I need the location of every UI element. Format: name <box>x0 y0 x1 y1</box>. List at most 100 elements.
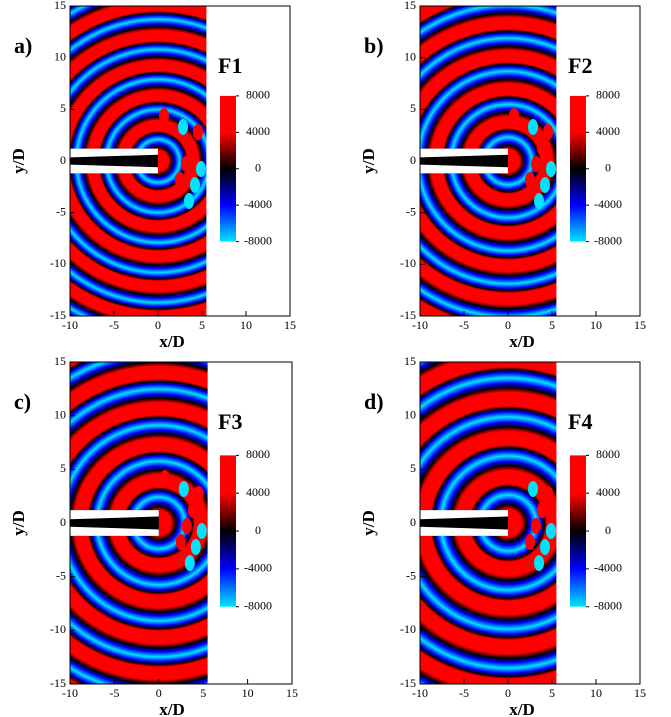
blob <box>159 108 169 124</box>
colorbar-tick-label: -8000 <box>244 598 272 612</box>
blob <box>543 124 553 140</box>
nozzle-lower <box>70 164 158 174</box>
colorbar-tick-label: -4000 <box>244 561 272 575</box>
y-tick-label: -5 <box>56 204 66 218</box>
blob <box>540 539 550 555</box>
panel-label: d) <box>364 389 384 414</box>
x-tick-label: 15 <box>286 686 298 700</box>
blob <box>175 172 185 188</box>
y-tick-label: -10 <box>400 622 416 636</box>
panel-title: F1 <box>218 53 242 78</box>
x-tick-label: 5 <box>199 318 205 332</box>
panel-label: a) <box>14 33 32 58</box>
x-tick-label: -5 <box>459 686 469 700</box>
y-tick-label: 10 <box>54 407 66 421</box>
colorbar <box>220 95 236 242</box>
colorbar <box>570 455 586 607</box>
x-tick-label: 0 <box>505 318 511 332</box>
y-tick-label: 5 <box>60 461 66 475</box>
colorbar-tick-label: -4000 <box>244 197 272 211</box>
x-tick-label: -5 <box>109 686 119 700</box>
blob <box>546 161 556 177</box>
blob <box>193 486 204 502</box>
blob <box>159 470 170 486</box>
nozzle-upper <box>70 148 158 158</box>
y-tick-label: -5 <box>56 568 66 582</box>
colorbar-tick-label: 8000 <box>596 88 620 102</box>
blob <box>531 156 541 172</box>
y-tick-label: -15 <box>400 308 416 322</box>
x-tick-label: -5 <box>459 318 469 332</box>
blob <box>196 161 206 177</box>
blob <box>546 523 556 539</box>
colorbar-tick-label: 4000 <box>246 124 270 138</box>
blob <box>509 470 519 486</box>
blob <box>178 481 189 497</box>
blob <box>528 119 538 135</box>
nozzle-upper <box>70 510 159 520</box>
y-tick-label: 15 <box>54 0 66 12</box>
x-tick-label: 10 <box>242 686 254 700</box>
blob <box>190 177 200 193</box>
y-tick-label: 0 <box>410 153 416 167</box>
y-tick-label: -10 <box>400 256 416 270</box>
y-tick-label: 10 <box>404 49 416 63</box>
y-tick-label: 5 <box>410 461 416 475</box>
y-tick-label: -15 <box>50 308 66 322</box>
panel-title: F2 <box>568 53 592 78</box>
blob <box>528 481 538 497</box>
panel-label: b) <box>364 33 384 58</box>
x-tick-label: -10 <box>62 686 78 700</box>
blob <box>187 502 198 518</box>
x-tick-label: 10 <box>590 318 602 332</box>
y-tick-label: -10 <box>50 622 66 636</box>
y-tick-label: 10 <box>54 49 66 63</box>
colorbar-tick-label: -8000 <box>594 598 622 612</box>
colorbar-tick-label: -4000 <box>594 197 622 211</box>
x-axis-label: x/D <box>509 332 535 351</box>
blob <box>181 518 192 534</box>
colorbar-tick-label: 0 <box>605 523 611 537</box>
colorbar-tick-label: 8000 <box>246 88 270 102</box>
x-tick-label: 5 <box>549 686 555 700</box>
blob <box>509 108 519 124</box>
blob <box>540 177 550 193</box>
x-axis-label: x/D <box>159 332 185 351</box>
blob <box>525 172 535 188</box>
blob <box>525 534 535 550</box>
x-tick-label: 5 <box>200 686 206 700</box>
nozzle-upper <box>420 148 508 158</box>
colorbar-tick-label: 0 <box>255 161 261 175</box>
x-tick-label: -10 <box>412 318 428 332</box>
x-tick-label: -10 <box>412 686 428 700</box>
nozzle-upper <box>420 510 508 520</box>
colorbar-tick-label: -8000 <box>244 233 272 247</box>
y-tick-label: 15 <box>404 0 416 12</box>
colorbar-tick-label: 4000 <box>246 485 270 499</box>
y-axis-label: y/D <box>359 510 378 536</box>
x-tick-label: 0 <box>505 686 511 700</box>
x-tick-label: 15 <box>634 318 646 332</box>
y-tick-label: -5 <box>406 568 416 582</box>
x-tick-label: 10 <box>240 318 252 332</box>
nozzle-lower <box>420 526 508 536</box>
y-tick-label: 0 <box>410 515 416 529</box>
blob <box>181 156 191 172</box>
colorbar-tick-label: 4000 <box>596 124 620 138</box>
y-tick-label: 10 <box>404 407 416 421</box>
y-tick-label: 5 <box>410 101 416 115</box>
blob <box>537 502 547 518</box>
blob <box>190 539 201 555</box>
y-axis-label: y/D <box>9 148 28 174</box>
colorbar <box>220 455 236 607</box>
y-tick-label: 15 <box>404 354 416 368</box>
y-axis-label: y/D <box>359 148 378 174</box>
y-tick-label: 0 <box>60 515 66 529</box>
y-tick-label: -15 <box>50 676 66 690</box>
x-tick-label: 0 <box>156 686 162 700</box>
blob <box>534 193 544 209</box>
colorbar <box>570 95 586 242</box>
y-tick-label: -10 <box>50 256 66 270</box>
y-tick-label: -5 <box>406 204 416 218</box>
